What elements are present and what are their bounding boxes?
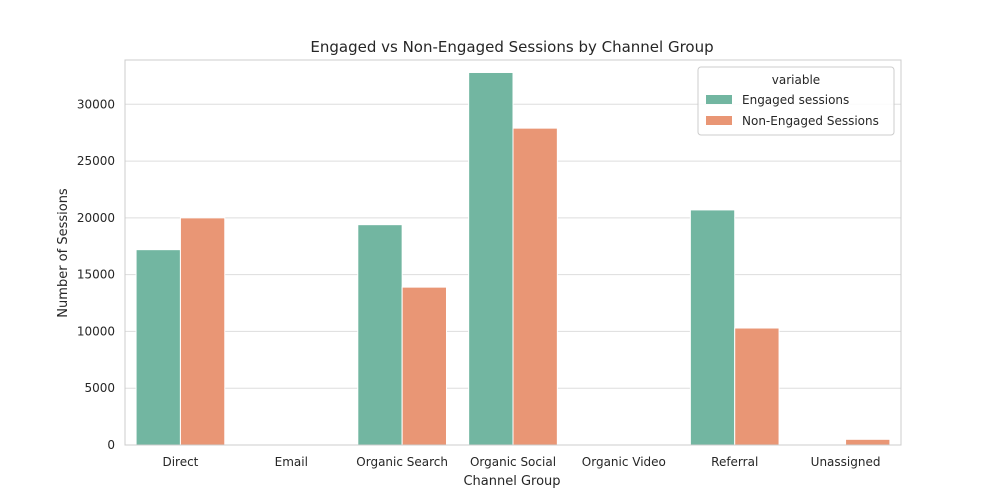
bar-engaged — [468, 71, 514, 446]
y-tick-label: 0 — [107, 438, 115, 452]
y-tick-labels: 0 5000 10000 15000 20000 25000 30000 — [77, 97, 115, 452]
bar-non-engaged — [512, 127, 558, 446]
y-axis-label: Number of Sessions — [56, 188, 71, 318]
x-tick-label: Organic Social — [470, 455, 556, 469]
bar-non-engaged — [845, 438, 891, 446]
y-tick-label: 5000 — [84, 381, 115, 395]
x-tick-label: Referral — [711, 455, 758, 469]
chart-title: Engaged vs Non-Engaged Sessions by Chann… — [310, 38, 713, 56]
bar-engaged — [135, 249, 181, 446]
bars — [135, 71, 891, 446]
y-tick-label: 30000 — [77, 97, 115, 111]
legend-label-engaged: Engaged sessions — [742, 93, 849, 107]
legend-swatch-engaged — [706, 95, 732, 104]
y-tick-label: 25000 — [77, 154, 115, 168]
y-tick-label: 10000 — [77, 324, 115, 338]
x-tick-label: Organic Video — [582, 455, 666, 469]
legend[interactable]: variable Engaged sessions Non-Engaged Se… — [697, 66, 895, 136]
x-tick-label: Unassigned — [811, 455, 881, 469]
x-tick-label: Email — [275, 455, 308, 469]
legend-swatch-non-engaged — [706, 116, 732, 125]
x-tick-label: Direct — [162, 455, 198, 469]
x-tick-label: Organic Search — [356, 455, 448, 469]
x-axis-label: Channel Group — [463, 474, 560, 489]
legend-box — [697, 66, 895, 136]
bar-non-engaged — [734, 327, 780, 446]
x-tick-labels: Direct Email Organic Search Organic Social O… — [162, 455, 880, 469]
legend-label-non-engaged: Non-Engaged Sessions — [742, 114, 879, 128]
plot-frame — [124, 59, 902, 446]
bar-non-engaged — [401, 286, 447, 446]
legend-title: variable — [772, 73, 820, 87]
bar-engaged — [357, 224, 403, 446]
y-tick-label: 20000 — [77, 211, 115, 225]
bar-non-engaged — [179, 217, 226, 446]
bar-engaged — [689, 209, 736, 446]
y-tick-label: 15000 — [77, 268, 115, 282]
